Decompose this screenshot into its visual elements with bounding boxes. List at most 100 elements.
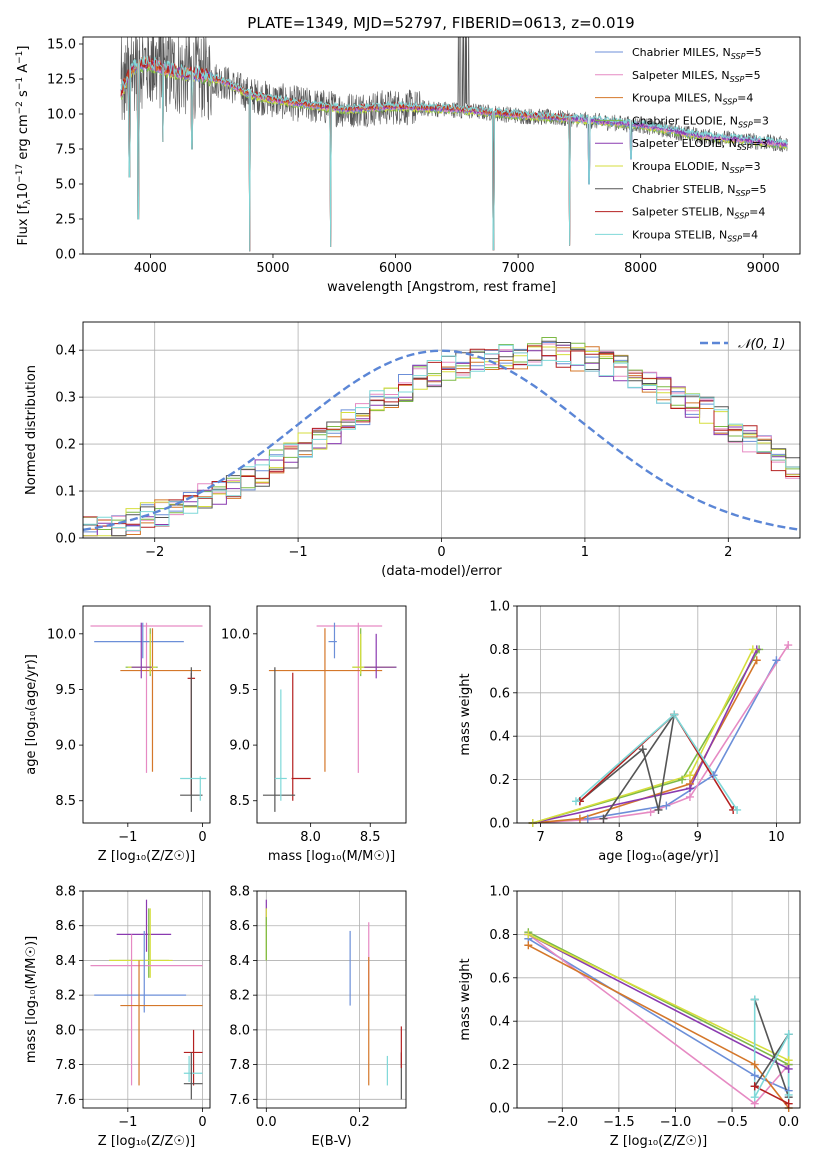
y-tick-label: 9.5 xyxy=(55,683,76,698)
weight-marker xyxy=(748,645,757,654)
y-tick-label: 0.2 xyxy=(489,773,510,788)
weight-marker xyxy=(784,1099,793,1108)
x-tick-label: 2 xyxy=(724,545,732,560)
weight-marker xyxy=(685,771,694,780)
weight-marker xyxy=(750,1071,759,1080)
legend-sub: SSP xyxy=(730,75,745,84)
legend-label: Salpeter MILES, N xyxy=(632,69,730,82)
x-tick-label: 0.2 xyxy=(349,1115,370,1130)
y-axis-label-part: −1 xyxy=(15,77,25,90)
y-axis-label-part: erg cm xyxy=(16,114,31,163)
y-axis-label-part: λ xyxy=(23,199,33,205)
spectrum-series-line xyxy=(120,56,788,252)
y-axis-label-part: −2 xyxy=(15,101,25,114)
x-tick-label: 0 xyxy=(198,1115,206,1130)
y-tick-label: 0.4 xyxy=(55,344,76,359)
residuals-histogram-panel: −2 −1 0 1 2 0.0 0.1 0.2 0.3 0.4 (data-model)/error… xyxy=(24,321,801,579)
legend-sub: SSP xyxy=(730,166,745,175)
y-tick-label: 1.0 xyxy=(489,885,510,900)
y-tick-label: 7.8 xyxy=(229,1058,250,1073)
mass-vs-ebv-panel: 0.0 0.2 7.6 7.8 8.0 8.2 8.4 8.6 8.8 E(B-V) xyxy=(229,885,407,1149)
x-tick-label: 9000 xyxy=(747,261,780,276)
weight-line xyxy=(527,944,790,1108)
histogram-step xyxy=(83,345,800,538)
axes-frame xyxy=(82,605,211,824)
y-tick-label: 9.5 xyxy=(229,683,250,698)
figure-title: PLATE=1349, MJD=52797, FIBERID=0613, z=0… xyxy=(247,14,634,32)
legend-entry: Chabrier MILES, NSSP=5 xyxy=(632,46,762,61)
weight-marker xyxy=(678,775,687,784)
y-tick-label: 10.0 xyxy=(47,108,76,123)
legend-label: 𝒩(0, 1) xyxy=(738,337,785,352)
weight-marker xyxy=(524,930,533,939)
legend-eq: =4 xyxy=(742,228,758,241)
weight-marker xyxy=(583,814,592,823)
y-tick-label: 7.5 xyxy=(55,143,76,158)
x-tick-label: 9 xyxy=(694,830,702,845)
weight-marker xyxy=(784,1090,793,1099)
x-tick-label: 7 xyxy=(536,830,544,845)
legend-eq: =4 xyxy=(749,206,765,219)
plot-area xyxy=(265,899,402,1100)
plot-area xyxy=(83,337,800,538)
legend-label: Salpeter ELODIE, N xyxy=(632,137,737,150)
y-tick-label: 0.8 xyxy=(489,643,510,658)
x-axis-label: wavelength [Angstrom, rest frame] xyxy=(327,280,556,295)
legend-sub: SSP xyxy=(737,143,752,152)
axes-frame xyxy=(256,605,407,824)
y-tick-label: 8.8 xyxy=(229,885,250,900)
axes-frame xyxy=(82,321,801,539)
y-axis-label: Normed distribution xyxy=(24,365,39,495)
weight-marker xyxy=(772,656,781,665)
x-tick-label: −0.5 xyxy=(716,1115,748,1130)
y-tick-label: 8.6 xyxy=(229,919,250,934)
y-tick-label: 8.6 xyxy=(55,919,76,934)
weight-marker xyxy=(784,1056,793,1065)
plot-area xyxy=(527,931,790,1108)
weight-marker xyxy=(662,801,671,810)
legend-eq: =5 xyxy=(745,46,761,59)
legend-entry: Salpeter STELIB, NSSP=4 xyxy=(632,206,765,221)
y-tick-label: 8.2 xyxy=(55,989,76,1004)
weight-marker xyxy=(784,641,793,650)
y-axis-label-part: −17 xyxy=(15,164,25,183)
weight-marker xyxy=(752,656,761,665)
weight-marker xyxy=(733,805,742,814)
y-tick-label: 8.5 xyxy=(229,794,250,809)
legend-entry: Kroupa MILES, NSSP=4 xyxy=(632,92,753,107)
x-tick-label: 0.0 xyxy=(256,1115,277,1130)
x-axis-label: E(B-V) xyxy=(311,1134,351,1149)
legend-sub: SSP xyxy=(722,98,737,107)
y-axis-label-part: A xyxy=(16,64,31,77)
y-tick-label: 8.4 xyxy=(55,954,76,969)
y-tick-label: 8.4 xyxy=(229,954,250,969)
y-tick-label: 7.6 xyxy=(55,1093,76,1108)
y-tick-label: 0.6 xyxy=(489,971,510,986)
legend-label: Kroupa STELIB, N xyxy=(632,228,727,241)
weight-marker xyxy=(638,745,647,754)
weight-line xyxy=(527,933,790,1105)
y-tick-label: 0.0 xyxy=(55,532,76,547)
y-tick-label: 10.0 xyxy=(221,627,250,642)
y-tick-label: 0.6 xyxy=(489,686,510,701)
legend-sub: SSP xyxy=(731,52,746,61)
y-axis-label-part: s xyxy=(16,90,31,101)
weight-line xyxy=(527,931,790,1066)
normal-curve xyxy=(83,349,800,531)
y-tick-label: 0.2 xyxy=(55,438,76,453)
legend-entry: Kroupa STELIB, NSSP=4 xyxy=(632,228,758,243)
x-tick-label: 8000 xyxy=(624,261,657,276)
y-tick-label: 15.0 xyxy=(47,38,76,53)
x-tick-label: 0.0 xyxy=(778,1115,799,1130)
legend-eq: =4 xyxy=(737,92,753,105)
legend-entry: Chabrier ELODIE, NSSP=3 xyxy=(632,114,769,129)
weight-vs-metallicity-panel: −2.0 −1.5 −1.0 −0.5 0.0 0.0 0.2 0.4 0.6 0.8 1.0 Z [… xyxy=(458,885,801,1149)
y-tick-label: 0.3 xyxy=(55,391,76,406)
axes-frame xyxy=(516,890,801,1109)
x-tick-label: −1 xyxy=(289,545,308,560)
legend-eq: =5 xyxy=(744,69,760,82)
x-tick-label: −1 xyxy=(118,830,137,845)
y-axis-label-part: ] xyxy=(16,46,31,51)
plot-area xyxy=(262,622,397,812)
